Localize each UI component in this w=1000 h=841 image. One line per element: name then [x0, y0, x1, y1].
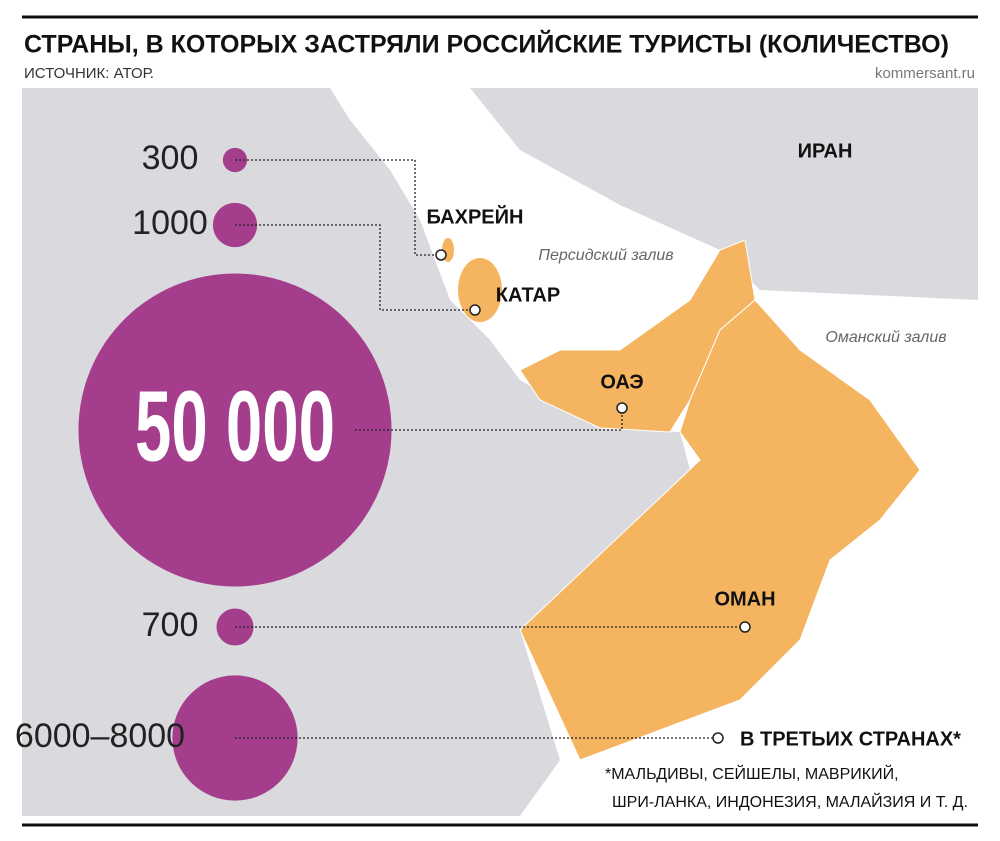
site: kommersant.ru — [875, 65, 975, 82]
gulf-label: Персидский залив — [538, 247, 673, 264]
bubble-label: 50 000 — [135, 370, 335, 482]
gulf-label: Оманский залив — [825, 329, 946, 346]
marker — [469, 304, 481, 316]
marker — [616, 402, 628, 414]
country-label: КАТАР — [496, 284, 560, 306]
bubble-label: 300 — [142, 139, 199, 177]
footnote: ШРИ-ЛАНКА, ИНДОНЕЗИЯ, МАЛАЙЗИЯ И Т. Д. — [612, 792, 968, 811]
iran-label: ИРАН — [798, 140, 853, 162]
marker — [435, 249, 447, 261]
footnote: *МАЛЬДИВЫ, СЕЙШЕЛЫ, МАВРИКИЙ, — [605, 764, 899, 783]
bubble-label: 6000–8000 — [15, 717, 185, 755]
title: СТРАНЫ, В КОТОРЫХ ЗАСТРЯЛИ РОССИЙСКИЕ ТУ… — [24, 29, 949, 59]
source: ИСТОЧНИК: АТОР. — [24, 65, 154, 82]
bubble-label: 1000 — [132, 204, 208, 242]
bubble — [78, 273, 392, 587]
leader-line — [355, 408, 623, 431]
country-label: БАХРЕЙН — [427, 204, 524, 228]
oman — [519, 299, 921, 761]
leader-line — [235, 224, 475, 311]
country-label: ОМАН — [714, 588, 775, 610]
country-label: ОАЭ — [600, 371, 643, 393]
qatar — [458, 258, 502, 322]
marker — [739, 621, 751, 633]
bubble-label: 700 — [142, 606, 199, 644]
leader-line — [235, 159, 441, 256]
marker — [712, 732, 724, 744]
country-label: В ТРЕТЬИХ СТРАНАХ* — [740, 728, 961, 750]
